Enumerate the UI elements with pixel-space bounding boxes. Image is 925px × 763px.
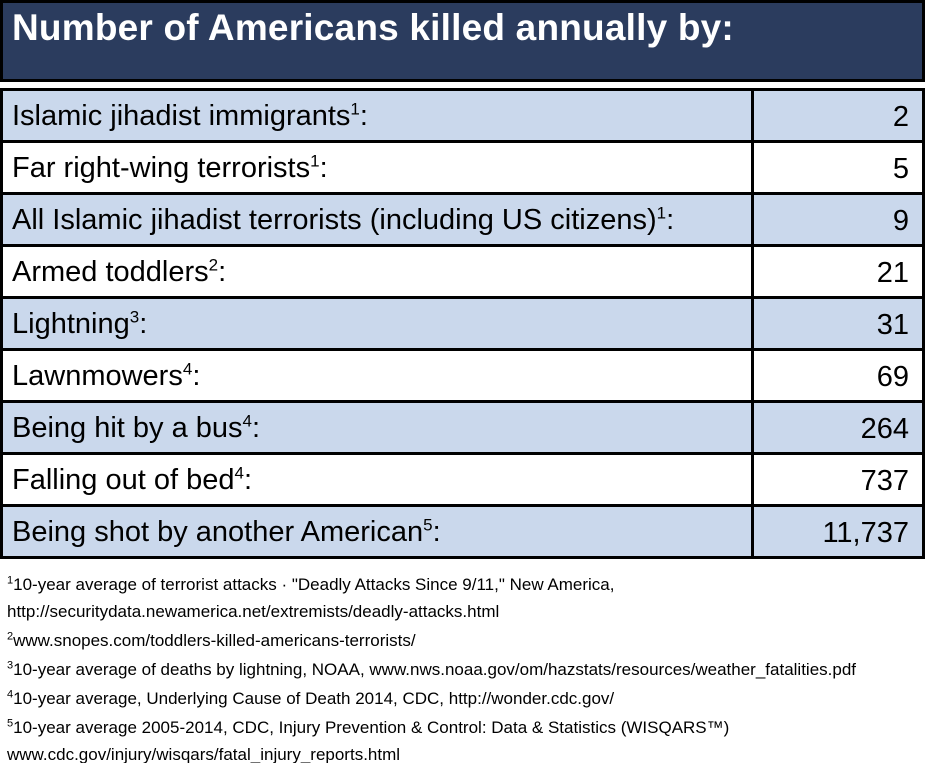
cause-label: Falling out of bed4:: [0, 452, 754, 507]
annual-deaths-value: 11,737: [751, 504, 925, 559]
table-row: Armed toddlers2: 21: [0, 244, 925, 299]
table-row: All Islamic jihadist terrorists (includi…: [0, 192, 925, 247]
cause-label: Far right-wing terrorists1:: [0, 140, 754, 195]
table-row: Lawnmowers4: 69: [0, 348, 925, 403]
table-row: Islamic jihadist immigrants1: 2: [0, 88, 925, 143]
table-row: Being hit by a bus4: 264: [0, 400, 925, 455]
footnote: 410-year average, Underlying Cause of De…: [7, 685, 925, 712]
footnote-number: 2: [7, 630, 14, 643]
footnote-ref: 1: [350, 99, 360, 119]
footnote: 510-year average 2005-2014, CDC, Injury …: [7, 714, 925, 763]
table-row: Far right-wing terrorists1: 5: [0, 140, 925, 195]
table-row: Falling out of bed4: 737: [0, 452, 925, 507]
annual-deaths-value: 5: [751, 140, 925, 195]
cause-label: Islamic jihadist immigrants1:: [0, 88, 754, 143]
footnote-line: 510-year average 2005-2014, CDC, Injury …: [7, 717, 730, 737]
annual-deaths-value: 21: [751, 244, 925, 299]
footnote: 110-year average of terrorist attacks · …: [7, 571, 925, 625]
cause-label: Lightning3:: [0, 296, 754, 351]
footnote-ref: 3: [129, 307, 140, 327]
cause-label: All Islamic jihadist terrorists (includi…: [0, 192, 754, 247]
table-row: Lightning3: 31: [0, 296, 925, 351]
table-row: Being shot by another American5: 11,737: [0, 504, 925, 559]
cause-label: Lawnmowers4:: [0, 348, 754, 403]
page-title: Number of Americans killed annually by:: [12, 7, 734, 48]
footnote-number: 4: [7, 688, 14, 701]
footnote: 2www.snopes.com/toddlers-killed-american…: [7, 627, 925, 654]
cause-label: Being shot by another American5:: [0, 504, 754, 559]
annual-deaths-value: 9: [751, 192, 925, 247]
footnote-ref: 5: [423, 515, 433, 535]
table-body: Islamic jihadist immigrants1: 2 Far right-…: [0, 88, 925, 559]
cause-label: Being hit by a bus4:: [0, 400, 754, 455]
footnote-line: 110-year average of terrorist attacks · …: [7, 574, 615, 594]
stats-table: Islamic jihadist immigrants1: 2 Far right-…: [0, 88, 925, 559]
footnote-ref: 4: [182, 359, 193, 379]
footnote-line: www.cdc.gov/injury/wisqars/fatal_injury_…: [7, 745, 401, 763]
footnotes: 110-year average of terrorist attacks · …: [0, 559, 925, 763]
footnote-ref: 1: [656, 203, 667, 223]
annual-deaths-value: 69: [751, 348, 925, 403]
footnote-ref: 2: [208, 255, 219, 275]
footnote-ref: 1: [310, 151, 320, 171]
footnote-number: 3: [7, 659, 14, 672]
annual-deaths-value: 2: [751, 88, 925, 143]
annual-deaths-value: 264: [751, 400, 925, 455]
title-bar: Number of Americans killed annually by:: [0, 0, 925, 82]
footnote-ref: 4: [242, 411, 253, 431]
footnote-line: 410-year average, Underlying Cause of De…: [7, 688, 615, 708]
footnote: 310-year average of deaths by lightning,…: [7, 656, 925, 683]
annual-deaths-value: 737: [751, 452, 925, 507]
annual-deaths-value: 31: [751, 296, 925, 351]
footnote-ref: 4: [234, 463, 244, 483]
footnote-number: 5: [7, 717, 14, 730]
cause-label: Armed toddlers2:: [0, 244, 754, 299]
footnote-line: 310-year average of deaths by lightning,…: [7, 659, 857, 679]
footnote-line: http://securitydata.newamerica.net/extre…: [7, 602, 500, 621]
footnote-number: 1: [7, 574, 14, 587]
footnote-line: 2www.snopes.com/toddlers-killed-american…: [7, 630, 416, 650]
